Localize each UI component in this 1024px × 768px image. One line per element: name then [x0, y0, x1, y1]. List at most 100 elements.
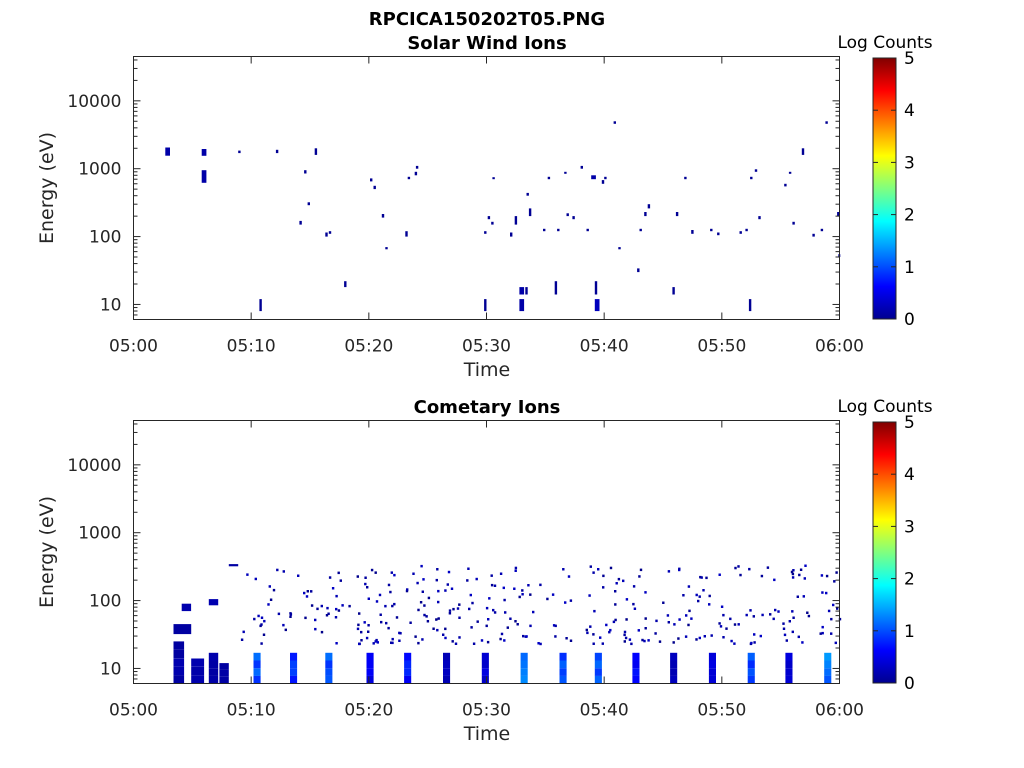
spectrogram-cell [628, 638, 632, 641]
spectrogram-cell [759, 634, 762, 638]
spectrogram-column-cell [443, 668, 451, 676]
spectrogram-cell [375, 638, 378, 642]
x-tick-label: 05:20 [344, 337, 393, 357]
spectrogram-cell [625, 618, 628, 621]
spectrogram-cell [272, 588, 276, 592]
spectrogram-cell [638, 575, 641, 578]
spectrogram-cell [419, 601, 423, 604]
spectrogram-cell [554, 635, 557, 638]
spectrogram-column-cell [594, 668, 602, 676]
spectrogram-cell [825, 591, 828, 595]
spectrogram-cell [753, 641, 756, 644]
spectrogram-cell [238, 150, 241, 154]
spectrogram-cell [539, 583, 542, 587]
spectrogram-cell [165, 147, 170, 156]
spectrogram-column-cell [208, 599, 219, 606]
spectrogram-cell [469, 593, 472, 597]
spectrogram-cell [442, 633, 445, 636]
spectrogram-cell [753, 633, 756, 636]
spectrogram-cell [639, 228, 642, 232]
spectrogram-cell [289, 612, 292, 615]
y-tick-label: 1000 [78, 524, 121, 544]
spectrogram-cell [588, 594, 591, 597]
spectrogram-cell [623, 640, 626, 643]
spectrogram-cell [624, 636, 628, 640]
spectrogram-column-cell [443, 675, 451, 684]
spectrogram-cell [518, 595, 521, 599]
spectrogram-cell [414, 635, 417, 638]
spectrogram-column-cell [219, 669, 229, 677]
spectrogram-cell [799, 568, 803, 571]
spectrogram-cell [393, 602, 396, 606]
spectrogram-cell [378, 593, 382, 597]
spectrogram-cell [417, 641, 420, 645]
spectrogram-cell [695, 638, 698, 641]
spectrogram-cell [360, 630, 363, 634]
spectrogram-cell [705, 576, 708, 580]
spectrogram-cell [750, 176, 753, 180]
spectrogram-cell [502, 586, 505, 590]
spectrogram-column-cell [520, 668, 528, 676]
spectrogram-cell [314, 627, 317, 631]
spectrogram-column-cell [208, 668, 219, 676]
spectrogram-cell [737, 565, 740, 568]
spectrogram-cell [331, 587, 335, 590]
spectrogram-column-cell [594, 675, 602, 684]
spectrogram-cell [804, 564, 807, 567]
spectrogram-cell [796, 595, 799, 598]
spectrogram-cell [729, 617, 732, 621]
spectrogram-cell [782, 622, 785, 625]
spectrogram-cell [391, 604, 394, 608]
spectrogram-column-cell [670, 668, 678, 676]
spectrogram-cell [597, 568, 600, 571]
spectrogram-cell [448, 612, 452, 615]
spectrogram-cell [519, 299, 525, 312]
spectrogram-column-cell [404, 668, 412, 676]
spectrogram-cell [739, 573, 742, 577]
spectrogram-cell [730, 639, 733, 643]
spectrogram-cell [387, 626, 390, 630]
spectrogram-cell [820, 574, 824, 577]
spectrogram-cell [448, 609, 452, 612]
spectrogram-cell [470, 626, 473, 629]
x-tick-label: 05:30 [462, 701, 511, 721]
x-tick-label: 05:40 [580, 701, 629, 721]
spectrogram-cell [405, 589, 409, 593]
spectrogram-column-cell [228, 564, 239, 567]
spectrogram-cell [484, 231, 487, 234]
colorbar-tick-label: 0 [904, 674, 915, 694]
spectrogram-cell [662, 601, 665, 604]
spectrogram-cell [516, 623, 519, 626]
colorbar-tick-label: 5 [904, 49, 915, 69]
spectrogram-cell [384, 604, 387, 608]
spectrogram-cell [306, 590, 309, 593]
spectrogram-column-cell [747, 660, 755, 669]
spectrogram-cell [492, 608, 495, 612]
colorbar-tick-label: 3 [904, 517, 915, 537]
spectrogram-cell [451, 640, 454, 643]
spectrogram-cell [304, 616, 307, 620]
spectrogram-cell [398, 631, 401, 635]
spectrogram-column-cell [632, 660, 640, 669]
spectrogram-cell [519, 287, 525, 295]
spectrogram-cell [554, 624, 557, 628]
spectrogram-cell [367, 630, 370, 633]
spectrogram-cell [446, 583, 449, 586]
spectrogram-cell [654, 632, 657, 635]
spectrogram-cell [493, 584, 497, 587]
spectrogram-cell [612, 620, 616, 624]
spectrogram-cell [672, 287, 675, 295]
spectrogram-cell [801, 641, 804, 644]
spectrogram-column-cell [747, 652, 755, 661]
spectrogram-cell [514, 566, 518, 570]
spectrogram-cell [682, 594, 685, 597]
spectrogram-cell [835, 571, 838, 574]
spectrogram-cell [269, 598, 273, 601]
spectrogram-cell [246, 573, 249, 576]
spectrogram-cell [788, 171, 792, 174]
spectrogram-cell [334, 616, 338, 619]
spectrogram-cell [436, 628, 439, 632]
spectrogram-cell [452, 607, 455, 611]
spectrogram-cell [328, 576, 332, 579]
spectrogram-cell [468, 607, 471, 611]
